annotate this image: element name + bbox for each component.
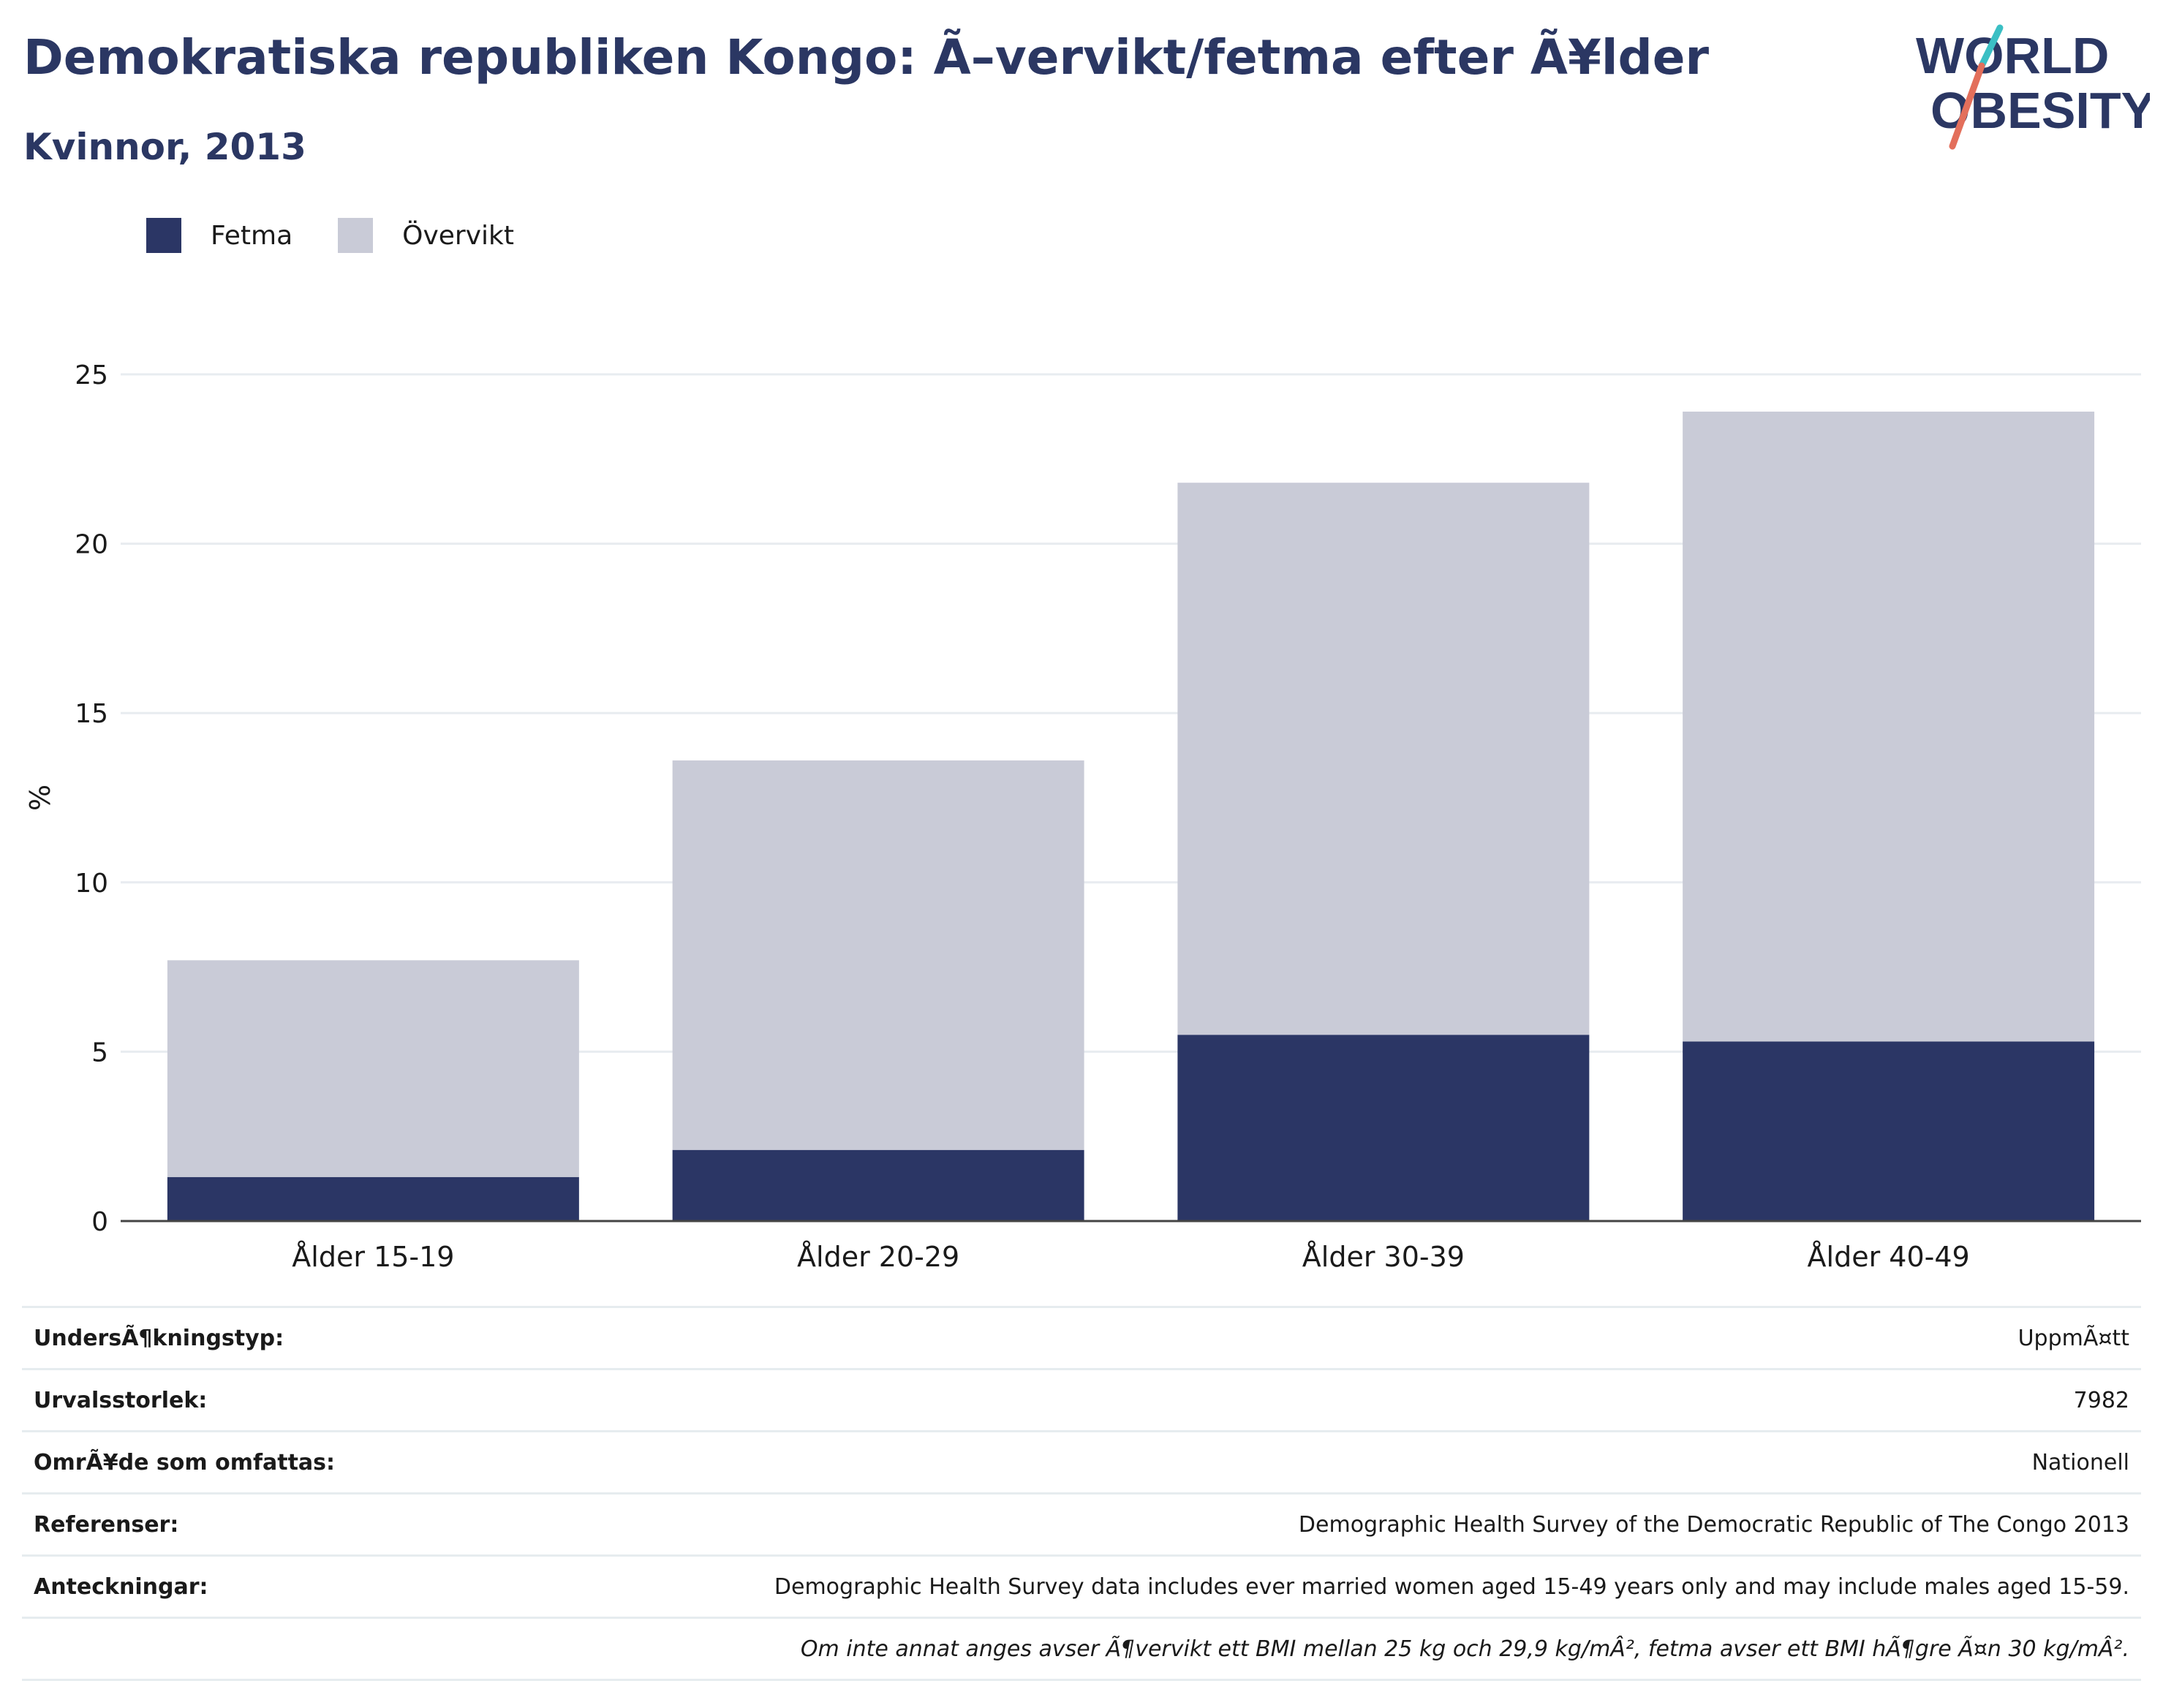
bar-fetma <box>1177 1035 1590 1221</box>
x-tick-label: Ålder 15-19 <box>292 1241 454 1273</box>
y-tick-label: 5 <box>91 1038 108 1068</box>
chart-subtitle: Kvinnor, 2013 <box>23 126 306 168</box>
chart-title: Demokratiska republiken Kongo: Ã–vervikt… <box>23 29 1710 86</box>
x-tick-label: Ålder 30-39 <box>1302 1241 1465 1273</box>
info-row-survey-type: UndersÃ¶kningstyp: UppmÃ¤tt <box>22 1306 2141 1369</box>
legend-item-fetma[interactable]: Fetma <box>146 218 292 253</box>
info-key: Urvalsstorlek: <box>22 1368 426 1432</box>
bar-overvikt <box>1177 483 1590 1035</box>
bar-fetma <box>1683 1041 2095 1221</box>
legend-swatch-overvikt <box>338 218 374 253</box>
y-tick-label: 10 <box>75 869 108 899</box>
info-value: Nationell <box>426 1430 2141 1494</box>
info-key: Anteckningar: <box>22 1554 426 1618</box>
x-tick-label: Ålder 20-29 <box>797 1241 959 1273</box>
info-key: OmrÃ¥de som omfattas: <box>22 1430 426 1494</box>
bar-chart: 0 5 10 15 20 25% Ålder 15-19 Ålder 20-29 Ålder 3… <box>24 360 2141 1273</box>
y-axis-label: % <box>24 785 56 811</box>
y-tick-label: 25 <box>75 360 108 390</box>
y-tick-label: 0 <box>91 1207 108 1237</box>
info-row-footnote: Om inte annat anges avser Ã¶vervikt ett … <box>22 1617 2141 1681</box>
world-obesity-logo: WORLD OBESITY <box>1916 24 2150 150</box>
info-row-notes: Anteckningar: Demographic Health Survey … <box>22 1554 2141 1618</box>
bar-overvikt <box>1683 411 2095 1042</box>
logo-line1: WORLD <box>1916 27 2109 84</box>
chart-legend: Fetma Övervikt <box>146 218 559 253</box>
legend-label-fetma: Fetma <box>211 220 293 251</box>
info-value: UppmÃ¤tt <box>426 1306 2141 1369</box>
info-value: Demographic Health Survey of the Democra… <box>426 1492 2141 1556</box>
info-row-references: Referenser: Demographic Health Survey of… <box>22 1492 2141 1556</box>
info-key: Referenser: <box>22 1492 426 1556</box>
footnote: Om inte annat anges avser Ã¶vervikt ett … <box>426 1617 2141 1681</box>
bar-overvikt <box>672 760 1084 1150</box>
legend-swatch-fetma <box>146 218 181 253</box>
bar-fetma <box>167 1176 579 1221</box>
info-value: Demographic Health Survey data includes … <box>426 1554 2141 1618</box>
info-key-empty <box>22 1617 426 1681</box>
y-tick-label: 15 <box>75 699 108 729</box>
info-value: 7982 <box>426 1368 2141 1432</box>
y-tick-label: 20 <box>75 530 108 560</box>
info-key: UndersÃ¶kningstyp: <box>22 1306 426 1369</box>
bar-fetma <box>672 1149 1084 1221</box>
legend-label-overvikt: Övervikt <box>402 220 514 251</box>
bar-overvikt <box>167 960 579 1177</box>
info-row-area: OmrÃ¥de som omfattas: Nationell <box>22 1430 2141 1494</box>
info-row-sample-size: Urvalsstorlek: 7982 <box>22 1368 2141 1432</box>
x-tick-label: Ålder 40-49 <box>1808 1241 1970 1273</box>
info-table: UndersÃ¶kningstyp: UppmÃ¤tt Urvalsstorle… <box>22 1306 2141 1681</box>
legend-item-overvikt[interactable]: Övervikt <box>338 218 514 253</box>
